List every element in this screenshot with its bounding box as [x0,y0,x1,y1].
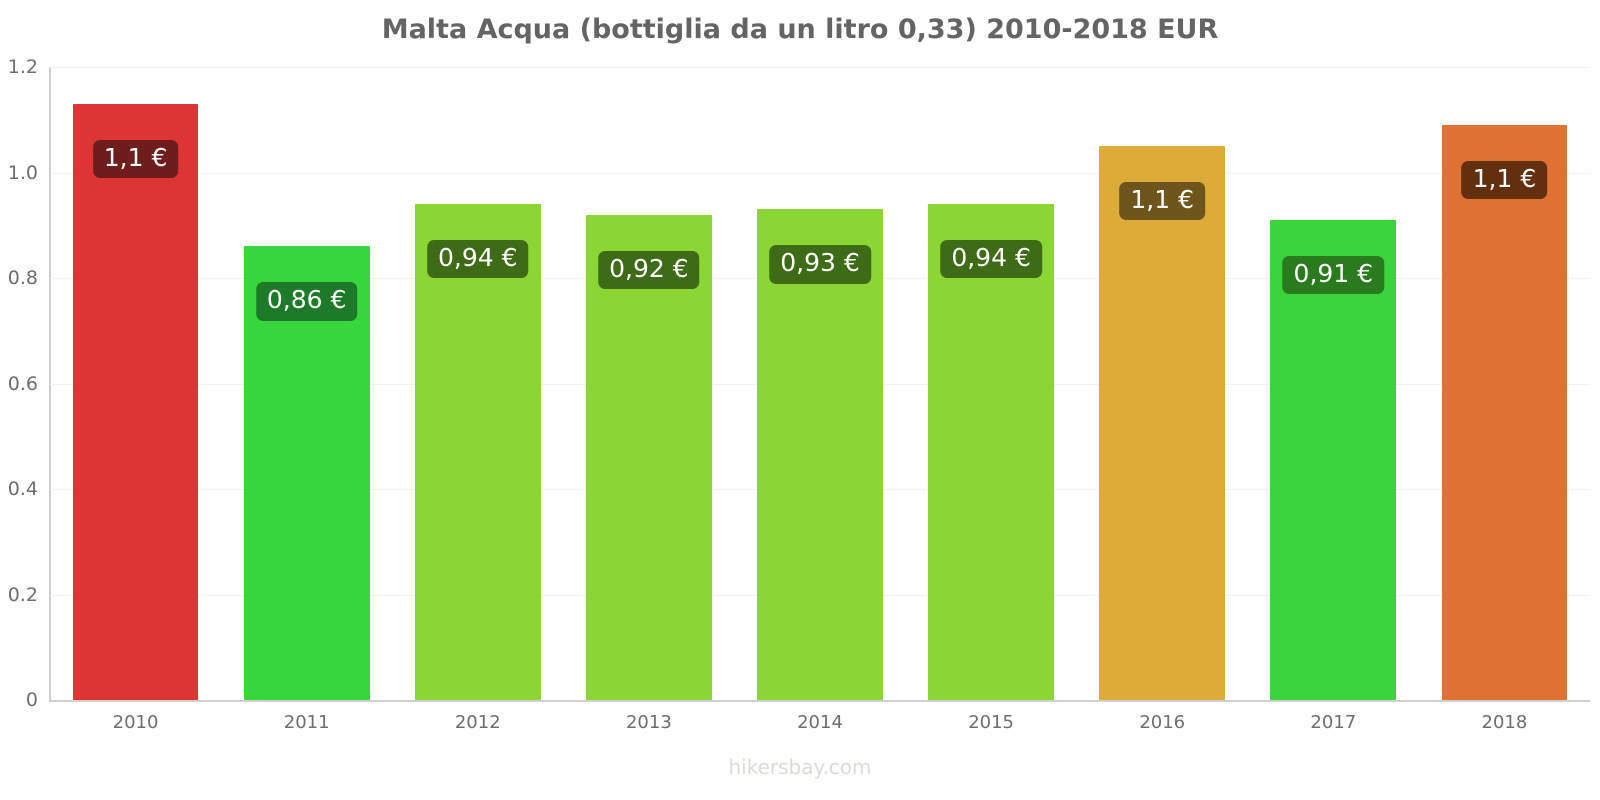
bar-value-label: 0,94 € [427,240,529,279]
y-axis-tick-label: 1.2 [7,56,38,78]
bar[interactable]: 0,92 € [586,214,712,700]
x-axis-tick-label: 2018 [1481,712,1528,733]
y-axis-tick-label: 1.0 [7,161,38,184]
bar-value-label: 0,92 € [598,250,700,289]
chart-title: Malta Acqua (bottiglia da un litro 0,33)… [381,14,1219,45]
bar-value-label: 0,94 € [940,240,1042,279]
footer-credit: hikersbay.com [728,755,872,779]
y-axis-line [49,67,51,702]
y-axis-tick-label: 0.6 [7,372,38,395]
y-axis-tick-label: 0.2 [7,583,38,606]
bar-body: 0,92 € [586,215,712,700]
x-axis-tick-label: 2015 [968,712,1015,733]
bar-body: 0,94 € [928,204,1054,700]
x-axis-tick-label: 2013 [625,712,672,733]
x-axis-line [50,700,1590,702]
bar[interactable]: 1,1 € [72,103,199,700]
y-axis-tick-label: 0.4 [7,478,38,500]
bar-body: 1,1 € [1099,146,1225,700]
bar-body: 0,86 € [244,246,370,700]
bar-value-label: 1,1 € [1119,182,1206,221]
bar[interactable]: 0,93 € [757,209,883,700]
bar[interactable]: 1,1 € [1441,125,1568,700]
bar-value-label: 1,1 € [92,139,179,179]
bar-value-label: 0,86 € [255,282,358,321]
gridline [50,67,1590,68]
x-axis-tick-label: 2017 [1310,712,1357,733]
y-axis-tick-label: 0.8 [7,267,38,289]
bar-body: 1,1 € [1442,125,1568,700]
plot-area: 1,1 € 0,86 € 0,94 € 0,92 € 0,93 € 0,94 € 1,1 €… [50,67,1590,701]
bar-body: 0,93 € [757,209,883,700]
bar-body: 0,94 € [415,204,541,700]
bar-value-label: 0,93 € [769,245,871,284]
bar[interactable]: 1,1 € [1099,146,1226,700]
x-axis-tick-label: 2011 [283,712,330,733]
bar[interactable]: 0,91 € [1270,219,1397,700]
x-axis-tick-label: 2012 [454,712,501,733]
y-axis-tick-label: 0 [25,689,38,711]
bar[interactable]: 0,94 € [414,204,541,700]
bar-value-label: 1,1 € [1461,161,1548,200]
x-axis-tick-label: 2010 [112,712,159,733]
gridline [50,172,1590,174]
bar[interactable]: 0,94 € [928,204,1054,700]
bar[interactable]: 0,86 € [243,246,370,700]
bar-value-label: 0,91 € [1282,255,1385,295]
x-axis-tick-label: 2016 [1139,712,1186,733]
x-axis-tick-label: 2014 [797,712,843,733]
bar-body: 0,91 € [1270,220,1396,700]
bar-body: 1,1 € [73,104,199,700]
